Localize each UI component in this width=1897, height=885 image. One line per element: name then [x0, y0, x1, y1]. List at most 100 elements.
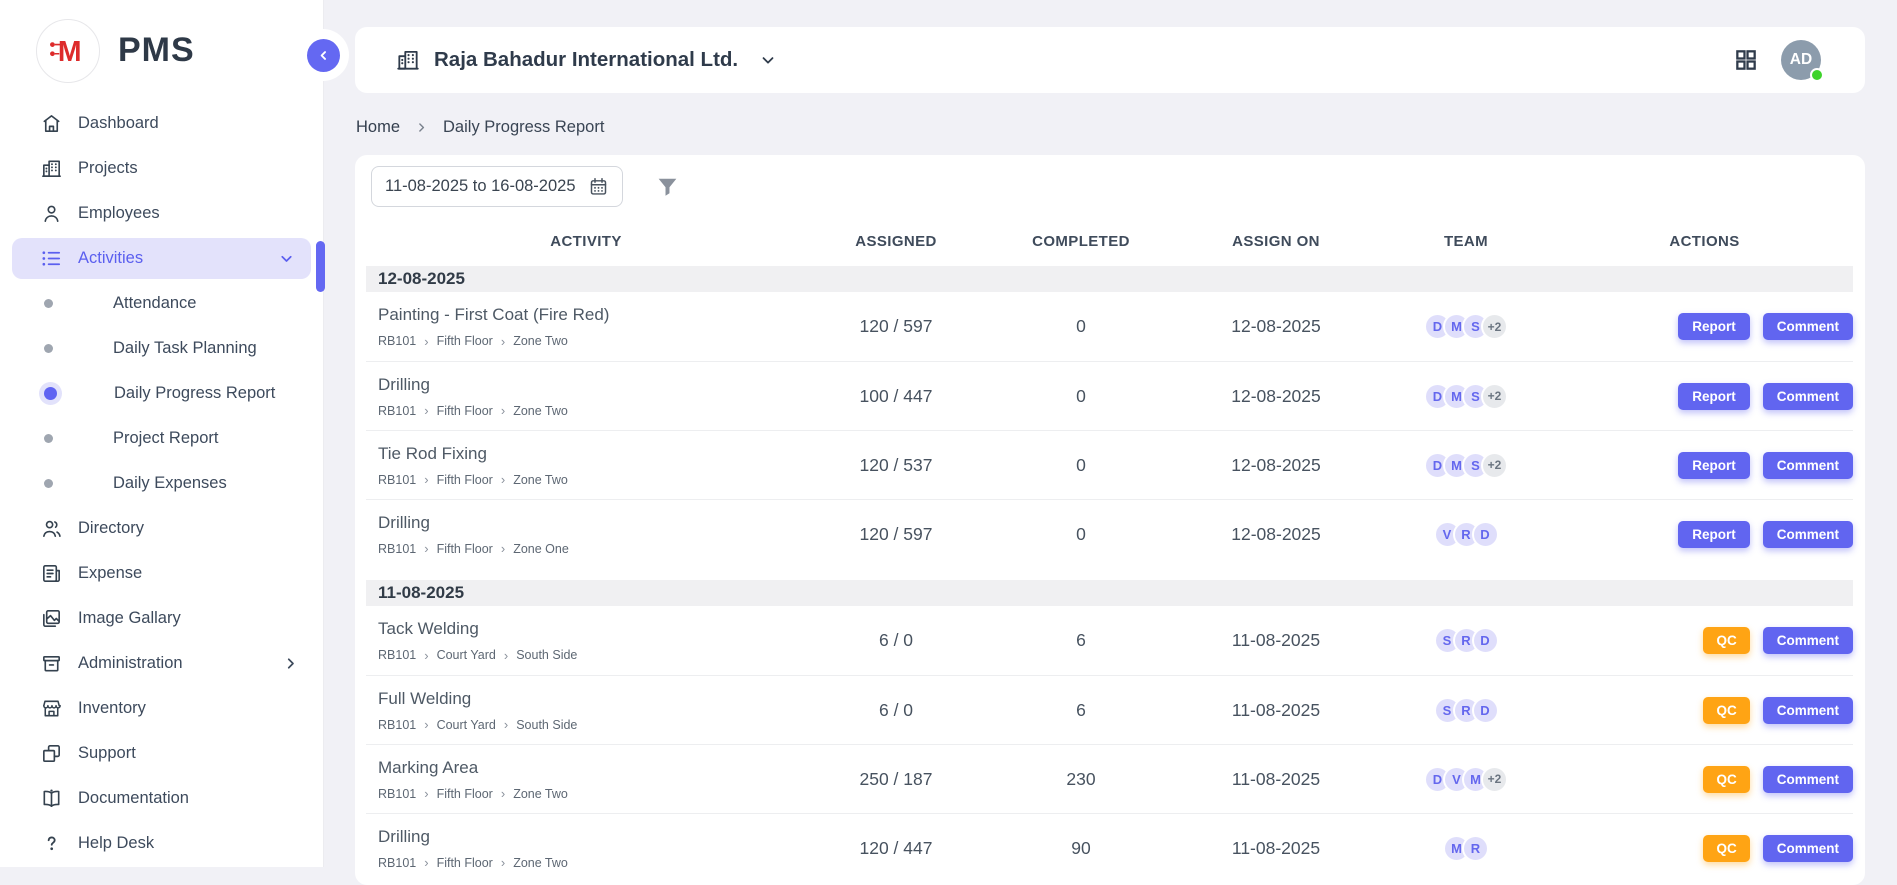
team-avatar[interactable]: R — [1462, 835, 1489, 862]
completed-cell: 6 — [986, 630, 1176, 651]
chevron-right-icon: › — [504, 718, 508, 731]
company-selector[interactable]: Raja Bahadur International Ltd. — [395, 47, 777, 73]
path-segment: Zone Two — [513, 404, 568, 418]
actions-cell: QC Comment — [1556, 835, 1853, 862]
activity-name: Marking Area — [378, 758, 806, 778]
comment-button[interactable]: Comment — [1763, 383, 1853, 410]
sidebar-item-label: Administration — [78, 654, 183, 673]
qc-button[interactable]: QC — [1703, 766, 1749, 793]
assigned-cell: 120 / 537 — [806, 455, 986, 476]
sidebar-item-projects[interactable]: Projects — [0, 146, 323, 191]
sidebar-item-label: Activities — [78, 249, 143, 268]
comment-button[interactable]: Comment — [1763, 452, 1853, 479]
calendar-icon — [588, 176, 609, 197]
path-segment: Fifth Floor — [437, 542, 493, 556]
table-row: DrillingRB101›Fifth Floor›Zone One120 / … — [366, 499, 1853, 568]
date-range-input[interactable]: 11-08-2025 to 16-08-2025 — [371, 166, 623, 207]
filter-funnel-icon[interactable] — [655, 174, 680, 199]
sidebar-item-inventory[interactable]: Inventory — [0, 686, 323, 731]
comment-button[interactable]: Comment — [1763, 521, 1853, 548]
chevron-down-icon — [759, 51, 777, 69]
assign-on-cell: 12-08-2025 — [1176, 455, 1376, 476]
breadcrumb-home[interactable]: Home — [356, 118, 400, 137]
table-body: 12-08-2025 Painting - First Coat (Fire Re… — [366, 266, 1853, 882]
path-segment: Zone Two — [513, 856, 568, 870]
activity-cell: Painting - First Coat (Fire Red)RB101›Fi… — [366, 305, 806, 348]
sidebar-item-label: Projects — [78, 159, 138, 178]
sidebar-item-label: Image Gallary — [78, 609, 181, 628]
path-segment: Zone Two — [513, 473, 568, 487]
sidebar-item-directory[interactable]: Directory — [0, 506, 323, 551]
sidebar-subitem-label: Daily Expenses — [113, 474, 227, 493]
sidebar-subitem-daily-expenses[interactable]: Daily Expenses — [0, 461, 323, 506]
sidebar-subitem-label: Daily Task Planning — [113, 339, 257, 358]
table-row: Tie Rod FixingRB101›Fifth Floor›Zone Two… — [366, 430, 1853, 499]
sidebar-item-help-desk[interactable]: Help Desk — [0, 821, 323, 866]
actions-cell: Report Comment — [1556, 313, 1853, 340]
table-group: 12-08-2025 Painting - First Coat (Fire Re… — [366, 266, 1853, 568]
activity-name: Drilling — [378, 375, 806, 395]
company-name: Raja Bahadur International Ltd. — [434, 48, 738, 72]
receipt-icon — [40, 562, 63, 585]
completed-cell: 230 — [986, 769, 1176, 790]
sidebar-item-documentation[interactable]: Documentation — [0, 776, 323, 821]
path-segment: RB101 — [378, 542, 416, 556]
actions-cell: QC Comment — [1556, 697, 1853, 724]
team-cell: SRD — [1376, 627, 1556, 654]
sidebar-subitem-daily-task-planning[interactable]: Daily Task Planning — [0, 326, 323, 371]
team-avatar[interactable]: D — [1472, 521, 1499, 548]
team-extra-badge[interactable]: +2 — [1481, 766, 1508, 793]
team-extra-badge[interactable]: +2 — [1481, 313, 1508, 340]
comment-button[interactable]: Comment — [1763, 313, 1853, 340]
comment-button[interactable]: Comment — [1763, 627, 1853, 654]
sidebar-collapse-button[interactable] — [297, 29, 349, 81]
path-segment: Court Yard — [437, 718, 496, 732]
team-avatar[interactable]: D — [1472, 697, 1499, 724]
assign-on-cell: 11-08-2025 — [1176, 700, 1376, 721]
path-segment: South Side — [516, 648, 577, 662]
sidebar-item-employees[interactable]: Employees — [0, 191, 323, 236]
user-avatar[interactable]: AD — [1781, 40, 1821, 80]
qc-button[interactable]: QC — [1703, 697, 1749, 724]
assigned-cell: 120 / 447 — [806, 838, 986, 859]
sidebar-item-support[interactable]: Support — [0, 731, 323, 776]
comment-button[interactable]: Comment — [1763, 835, 1853, 862]
activity-path: RB101›Fifth Floor›Zone Two — [378, 473, 806, 487]
report-button[interactable]: Report — [1678, 521, 1750, 548]
qc-button[interactable]: QC — [1703, 627, 1749, 654]
report-button[interactable]: Report — [1678, 452, 1750, 479]
team-avatar[interactable]: D — [1472, 627, 1499, 654]
comment-button[interactable]: Comment — [1763, 766, 1853, 793]
bullet-dot-icon — [44, 299, 53, 308]
actions-cell: Report Comment — [1556, 383, 1853, 410]
report-button[interactable]: Report — [1678, 383, 1750, 410]
comment-button[interactable]: Comment — [1763, 697, 1853, 724]
report-button[interactable]: Report — [1678, 313, 1750, 340]
qc-button[interactable]: QC — [1703, 835, 1749, 862]
sidebar-item-label: Help Desk — [78, 834, 154, 853]
actions-cell: Report Comment — [1556, 521, 1853, 548]
breadcrumb: Home Daily Progress Report — [356, 114, 604, 140]
sidebar-subitem-project-report[interactable]: Project Report — [0, 416, 323, 461]
sidebar-item-dashboard[interactable]: Dashboard — [0, 101, 323, 146]
sidebar-item-image-gallary[interactable]: Image Gallary — [0, 596, 323, 641]
activity-cell: DrillingRB101›Fifth Floor›Zone One — [366, 513, 806, 556]
sidebar-item-administration[interactable]: Administration — [0, 641, 323, 686]
path-segment: Zone One — [513, 542, 569, 556]
sidebar-item-label: Support — [78, 744, 136, 763]
sidebar-subitem-daily-progress-report[interactable]: Daily Progress Report — [0, 371, 323, 416]
team-extra-badge[interactable]: +2 — [1481, 383, 1508, 410]
sidebar-item-expense[interactable]: Expense — [0, 551, 323, 596]
path-segment: Court Yard — [437, 648, 496, 662]
book-icon — [40, 787, 63, 810]
sidebar-subitem-attendance[interactable]: Attendance — [0, 281, 323, 326]
team-extra-badge[interactable]: +2 — [1481, 452, 1508, 479]
sidebar-item-label: Employees — [78, 204, 160, 223]
sidebar-item-activities[interactable]: Activities — [12, 238, 311, 279]
archive-icon — [40, 652, 63, 675]
apps-grid-icon[interactable] — [1733, 47, 1759, 73]
table-row: DrillingRB101›Fifth Floor›Zone Two120 / … — [366, 813, 1853, 882]
path-segment: RB101 — [378, 787, 416, 801]
assign-on-cell: 11-08-2025 — [1176, 769, 1376, 790]
list-icon — [40, 247, 63, 270]
